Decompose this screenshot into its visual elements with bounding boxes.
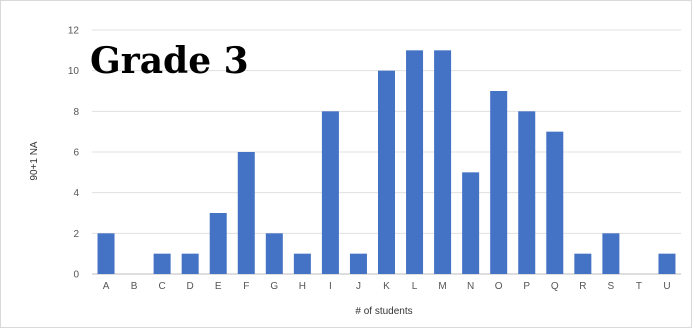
x-tick-label: K [383, 281, 390, 292]
x-tick-label: J [356, 281, 361, 292]
x-tick-label: N [467, 281, 474, 292]
bar-J [349, 253, 367, 274]
bar-C [153, 253, 171, 274]
bar-H [293, 253, 311, 274]
chart-title: Grade 3 [90, 40, 249, 82]
bar-P [518, 111, 536, 274]
bar-G [265, 233, 283, 274]
y-axis-label: 90+1 NA [29, 141, 40, 181]
y-tick-label: 10 [68, 66, 80, 77]
x-tick-label: T [636, 281, 642, 292]
x-axis-ticks: A B C D E F G H I J K L M N O P Q R S T U [103, 281, 671, 292]
y-tick-label: 2 [73, 229, 79, 240]
x-tick-label: U [663, 281, 670, 292]
bar-O [490, 91, 508, 274]
y-axis-ticks: 0 2 4 6 8 10 12 [68, 26, 80, 281]
bar-N [462, 172, 480, 274]
bar-Q [546, 131, 564, 274]
x-tick-label: F [243, 281, 249, 292]
y-tick-label: 4 [73, 188, 79, 199]
bar-E [209, 213, 227, 274]
x-axis-label: # of students [355, 306, 412, 317]
bar-U [658, 253, 676, 274]
x-tick-label: P [523, 281, 530, 292]
bar-D [181, 253, 199, 274]
x-tick-label: L [412, 281, 418, 292]
bar-K [378, 70, 395, 275]
bar-R [574, 253, 592, 274]
y-tick-label: 8 [73, 107, 79, 118]
x-tick-label: C [159, 281, 166, 292]
y-tick-label: 6 [73, 148, 79, 159]
x-tick-label: A [103, 281, 110, 292]
x-tick-label: S [608, 281, 615, 292]
x-tick-label: D [187, 281, 194, 292]
bar-M [434, 50, 452, 275]
x-tick-label: O [495, 281, 503, 292]
bar-S [602, 233, 620, 274]
x-tick-label: E [215, 281, 222, 292]
x-tick-label: H [299, 281, 306, 292]
bar-I [321, 111, 339, 274]
x-tick-label: Q [551, 281, 559, 292]
bars [97, 50, 676, 275]
bar-F [237, 152, 255, 274]
y-tick-label: 12 [68, 26, 80, 37]
x-tick-label: B [131, 281, 138, 292]
y-tick-label: 0 [73, 270, 79, 281]
x-tick-label: G [270, 281, 278, 292]
x-tick-label: I [329, 281, 332, 292]
bar-L [406, 50, 424, 275]
x-tick-label: R [579, 281, 586, 292]
bar-A [97, 233, 115, 274]
x-tick-label: M [438, 281, 446, 292]
